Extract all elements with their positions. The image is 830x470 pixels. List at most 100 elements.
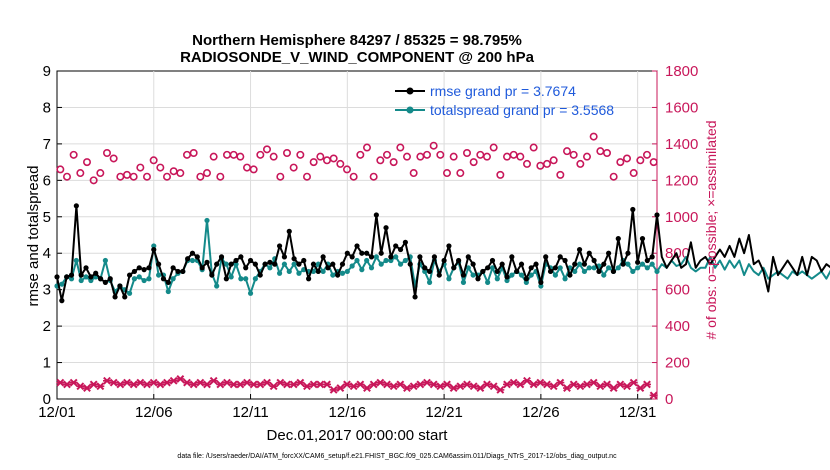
possible-obs-point xyxy=(336,159,345,168)
rmse-point xyxy=(349,254,355,260)
rmse-point xyxy=(223,276,229,282)
totalspread-point xyxy=(576,261,583,267)
rmse-point xyxy=(180,268,186,275)
assimilated-obs-point xyxy=(183,378,191,387)
assimilated-obs-point xyxy=(336,384,345,392)
rmse-point xyxy=(620,261,626,267)
assimilated-obs-point xyxy=(403,384,411,392)
totalspread-point xyxy=(189,257,196,264)
totalspread-point xyxy=(354,257,360,264)
possible-obs-point xyxy=(163,172,172,181)
possible-obs-point xyxy=(516,152,525,161)
right-y-tick-label: 400 xyxy=(665,318,690,335)
totalspread-point xyxy=(252,276,258,282)
totalspread-point xyxy=(228,274,234,280)
totalspread-point xyxy=(364,257,370,264)
assimilated-obs-point xyxy=(276,378,285,387)
rmse-point xyxy=(518,261,525,267)
rmse-point xyxy=(635,259,641,265)
totalspread-point xyxy=(572,268,578,275)
x-axis-label: Dec.01,2017 00:00:00 start xyxy=(267,427,449,444)
rmse-point xyxy=(494,268,500,275)
rmse-point xyxy=(204,259,210,265)
totalspread-point xyxy=(397,261,404,267)
possible-obs-point xyxy=(436,150,445,159)
totalspread-point xyxy=(78,277,84,284)
possible-obs-point xyxy=(69,150,78,159)
totalspread-point xyxy=(625,261,631,267)
rmse-point xyxy=(543,254,549,260)
rmse-point xyxy=(451,265,457,271)
rmse-point xyxy=(228,261,234,267)
assimilated-obs-point xyxy=(163,378,171,387)
x-tick-label: 12/11 xyxy=(232,404,268,421)
rmse-point xyxy=(306,276,312,282)
assimilated-obs-point xyxy=(116,380,125,389)
totalspread-point xyxy=(238,276,244,282)
assimilated-obs-point xyxy=(56,378,65,387)
rmse-point xyxy=(107,276,113,282)
rmse-point xyxy=(615,236,621,242)
assimilated-obs-point xyxy=(416,380,425,389)
legend: rmse grand pr = 3.7674 totalspread grand… xyxy=(395,83,614,118)
assimilated-obs-point xyxy=(543,380,551,389)
assimilated-obs-point xyxy=(323,380,331,389)
assimilated-obs-point xyxy=(556,378,565,387)
rmse-point xyxy=(625,250,631,256)
totalspread-point xyxy=(489,265,496,271)
possible-obs-point xyxy=(376,156,385,165)
rmse-point xyxy=(359,250,365,256)
y-tick-label: 9 xyxy=(43,63,51,80)
assimilated-obs-point xyxy=(303,382,311,391)
assimilated-obs-point xyxy=(249,380,258,389)
totalspread-point xyxy=(388,257,394,264)
totalspread-point xyxy=(504,277,510,284)
possible-obs-point xyxy=(629,169,638,178)
possible-obs-point xyxy=(156,163,165,172)
totalspread-point xyxy=(644,265,650,271)
possible-obs-series xyxy=(56,132,658,185)
assimilated-obs-series xyxy=(56,375,658,400)
possible-obs-point xyxy=(636,156,645,165)
possible-obs-point xyxy=(302,172,311,181)
rmse-point xyxy=(533,261,539,267)
totalspread-point xyxy=(88,277,94,284)
y-tick-label: 5 xyxy=(43,209,51,226)
totalspread-point xyxy=(214,283,220,289)
totalspread-point xyxy=(552,272,558,278)
assimilated-obs-point xyxy=(123,378,131,387)
possible-obs-point xyxy=(522,159,531,168)
possible-obs-point xyxy=(236,152,245,161)
possible-obs-point xyxy=(89,176,98,185)
y-tick-label: 4 xyxy=(43,245,51,262)
possible-obs-point xyxy=(349,172,358,181)
assimilated-obs-point xyxy=(289,380,298,389)
assimilated-obs-point xyxy=(196,378,205,387)
assimilated-obs-point xyxy=(256,380,265,389)
rmse-point xyxy=(606,250,612,256)
possible-obs-point xyxy=(62,172,71,181)
assimilated-obs-point xyxy=(156,380,165,389)
y-tick-label: 2 xyxy=(43,318,51,335)
possible-obs-point xyxy=(289,163,298,172)
possible-obs-point xyxy=(103,149,112,158)
totalspread-point xyxy=(586,265,592,271)
totalspread-point xyxy=(126,290,133,296)
assimilated-obs-point xyxy=(376,378,385,387)
legend-rmse-marker xyxy=(406,87,414,95)
possible-obs-point xyxy=(249,165,258,174)
gridlines xyxy=(57,71,657,399)
right-y-tick-label: 1400 xyxy=(665,136,698,153)
totalspread-point xyxy=(654,268,660,275)
possible-obs-point xyxy=(562,147,571,156)
assimilated-obs-point xyxy=(496,385,505,394)
legend-spread-marker xyxy=(406,106,414,114)
rmse-point xyxy=(596,268,602,275)
totalspread-point xyxy=(330,272,336,278)
rmse-point xyxy=(601,261,607,267)
totalspread-point xyxy=(368,265,375,271)
rmse-point xyxy=(185,256,191,262)
totalspread-point xyxy=(528,272,534,278)
possible-obs-point xyxy=(342,165,351,174)
